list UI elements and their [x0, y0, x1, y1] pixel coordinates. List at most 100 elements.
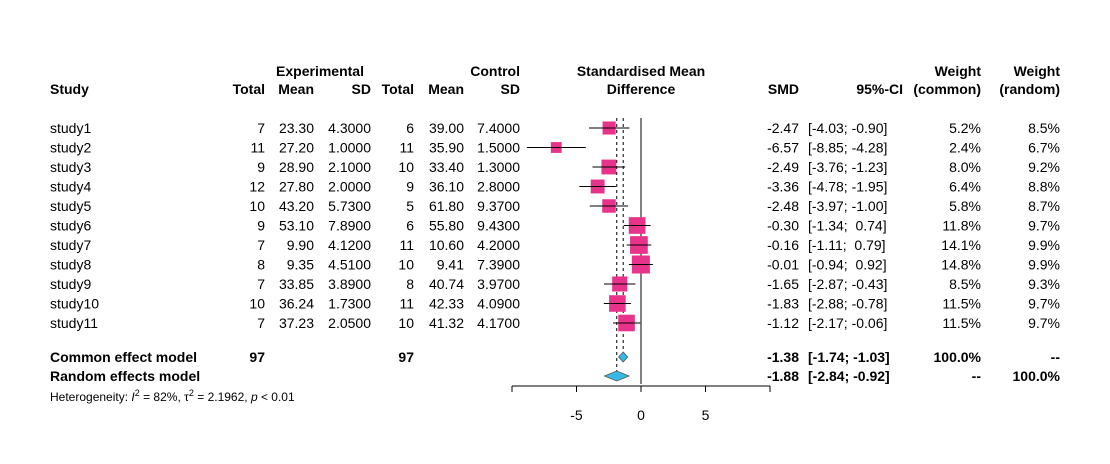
- ci-value: [-0.94; 0.92]: [808, 257, 887, 273]
- exp-sd: 2.0500: [328, 315, 371, 331]
- ctl-total: 9: [406, 179, 414, 195]
- exp-sd: 4.5100: [328, 257, 371, 273]
- heterogeneity-part: = 2.1962,: [194, 390, 251, 404]
- heterogeneity-text: Heterogeneity: I2 = 82%, τ2 = 2.1962, p …: [50, 388, 295, 404]
- exp-sd: 5.7300: [328, 198, 371, 214]
- pooled-weight-common: --: [972, 368, 982, 384]
- weight-common: 5.2%: [949, 120, 981, 136]
- weight-random: 9.9%: [1028, 237, 1060, 253]
- ctl-mean: 42.33: [429, 296, 464, 312]
- ctl-sd: 1.3000: [477, 159, 520, 175]
- exp-sd: 2.1000: [328, 159, 371, 175]
- study-name: study4: [50, 179, 91, 195]
- header-exp-total: Total: [233, 81, 265, 97]
- ctl-sd: 9.4300: [477, 218, 520, 234]
- ctl-total: 8: [406, 276, 414, 292]
- pooled-ci: [-2.84; -0.92]: [808, 368, 890, 384]
- weight-common: 2.4%: [949, 140, 981, 156]
- pooled-model-name: Common effect model: [50, 349, 197, 365]
- heterogeneity-part: I: [131, 390, 135, 404]
- ctl-total: 10: [398, 257, 414, 273]
- exp-total: 10: [249, 296, 265, 312]
- header-smd: SMD: [768, 81, 799, 97]
- study-name: study3: [50, 159, 91, 175]
- ctl-total: 11: [399, 140, 414, 156]
- header-ci: 95%-CI: [856, 81, 903, 97]
- ctl-total: 11: [399, 296, 414, 312]
- pooled-ci: [-1.74; -1.03]: [808, 349, 890, 365]
- exp-mean: 9.35: [287, 257, 314, 273]
- ci-value: [-3.97; -1.00]: [808, 198, 887, 214]
- exp-total: 7: [257, 120, 265, 136]
- study-name: study2: [50, 140, 91, 156]
- header-exp-sd: SD: [352, 81, 371, 97]
- heterogeneity-part: 2: [189, 388, 194, 398]
- smd-value: -3.36: [767, 179, 799, 195]
- pooled-diamond: [603, 370, 631, 382]
- pooled-model-name: Random effects model: [50, 368, 200, 384]
- weight-random: 8.5%: [1028, 120, 1060, 136]
- ctl-mean: 61.80: [429, 198, 464, 214]
- smd-value: -1.83: [767, 296, 799, 312]
- smd-value: -1.65: [767, 276, 799, 292]
- study-name: study7: [50, 237, 91, 253]
- ci-value: [-2.17; -0.06]: [808, 315, 887, 331]
- ctl-total: 5: [406, 198, 414, 214]
- ctl-mean: 41.32: [429, 315, 464, 331]
- study-name: study11: [50, 315, 98, 331]
- exp-mean: 33.85: [279, 276, 314, 292]
- ctl-mean: 39.00: [429, 120, 464, 136]
- weight-common: 11.8%: [942, 218, 981, 234]
- ctl-sd: 9.3700: [477, 198, 520, 214]
- study-name: study10: [50, 296, 99, 312]
- smd-value: -2.48: [767, 198, 799, 214]
- smd-value: -1.12: [767, 315, 799, 331]
- exp-sd: 3.8900: [328, 276, 371, 292]
- pooled-smd: -1.88: [767, 368, 799, 384]
- weight-common: 8.0%: [949, 159, 981, 175]
- ctl-mean: 55.80: [429, 218, 464, 234]
- ctl-sd: 4.2000: [477, 237, 520, 253]
- weight-random: 8.8%: [1028, 179, 1060, 195]
- exp-sd: 1.0000: [328, 140, 371, 156]
- exp-total: 9: [257, 159, 265, 175]
- x-axis-tick-label: 5: [702, 407, 710, 423]
- header-effect-line2: Difference: [607, 81, 676, 97]
- ctl-total: 10: [398, 159, 414, 175]
- exp-total: 8: [257, 257, 265, 273]
- exp-total: 7: [257, 276, 265, 292]
- heterogeneity-part: 2: [135, 388, 140, 398]
- exp-sd: 1.7300: [328, 296, 371, 312]
- header-ctl-mean: Mean: [428, 81, 464, 97]
- ci-value: [-8.85; -4.28]: [808, 140, 887, 156]
- ctl-mean: 9.41: [437, 257, 464, 273]
- weight-common: 11.5%: [942, 315, 981, 331]
- pooled-weight-random: 100.0%: [1013, 368, 1061, 384]
- ctl-total: 10: [398, 315, 414, 331]
- ctl-mean: 40.74: [429, 276, 464, 292]
- x-axis-tick-label: -5: [570, 407, 583, 423]
- ctl-total: 6: [406, 218, 414, 234]
- exp-total: 7: [257, 237, 265, 253]
- smd-value: -2.47: [767, 120, 799, 136]
- ctl-total: 6: [406, 120, 414, 136]
- study-name: study9: [50, 276, 91, 292]
- ci-value: [-4.03; -0.90]: [808, 120, 887, 136]
- header-weight-common-sub: (common): [913, 81, 981, 97]
- exp-mean: 9.90: [287, 237, 314, 253]
- smd-value: -0.30: [767, 218, 799, 234]
- header-control: Control: [470, 63, 520, 79]
- header-exp-mean: Mean: [278, 81, 314, 97]
- ci-value: [-2.87; -0.43]: [808, 276, 887, 292]
- ctl-total: 11: [399, 237, 414, 253]
- ci-value: [-1.11; 0.79]: [808, 237, 886, 253]
- exp-mean: 27.80: [279, 179, 314, 195]
- weight-random: 9.7%: [1028, 296, 1060, 312]
- header-ctl-sd: SD: [501, 81, 520, 97]
- exp-total: 9: [257, 218, 265, 234]
- exp-total: 7: [257, 315, 265, 331]
- ci-value: [-2.88; -0.78]: [808, 296, 887, 312]
- ci-value: [-3.76; -1.23]: [808, 159, 887, 175]
- header-weight-random: Weight: [1014, 63, 1061, 79]
- exp-mean: 23.30: [279, 120, 314, 136]
